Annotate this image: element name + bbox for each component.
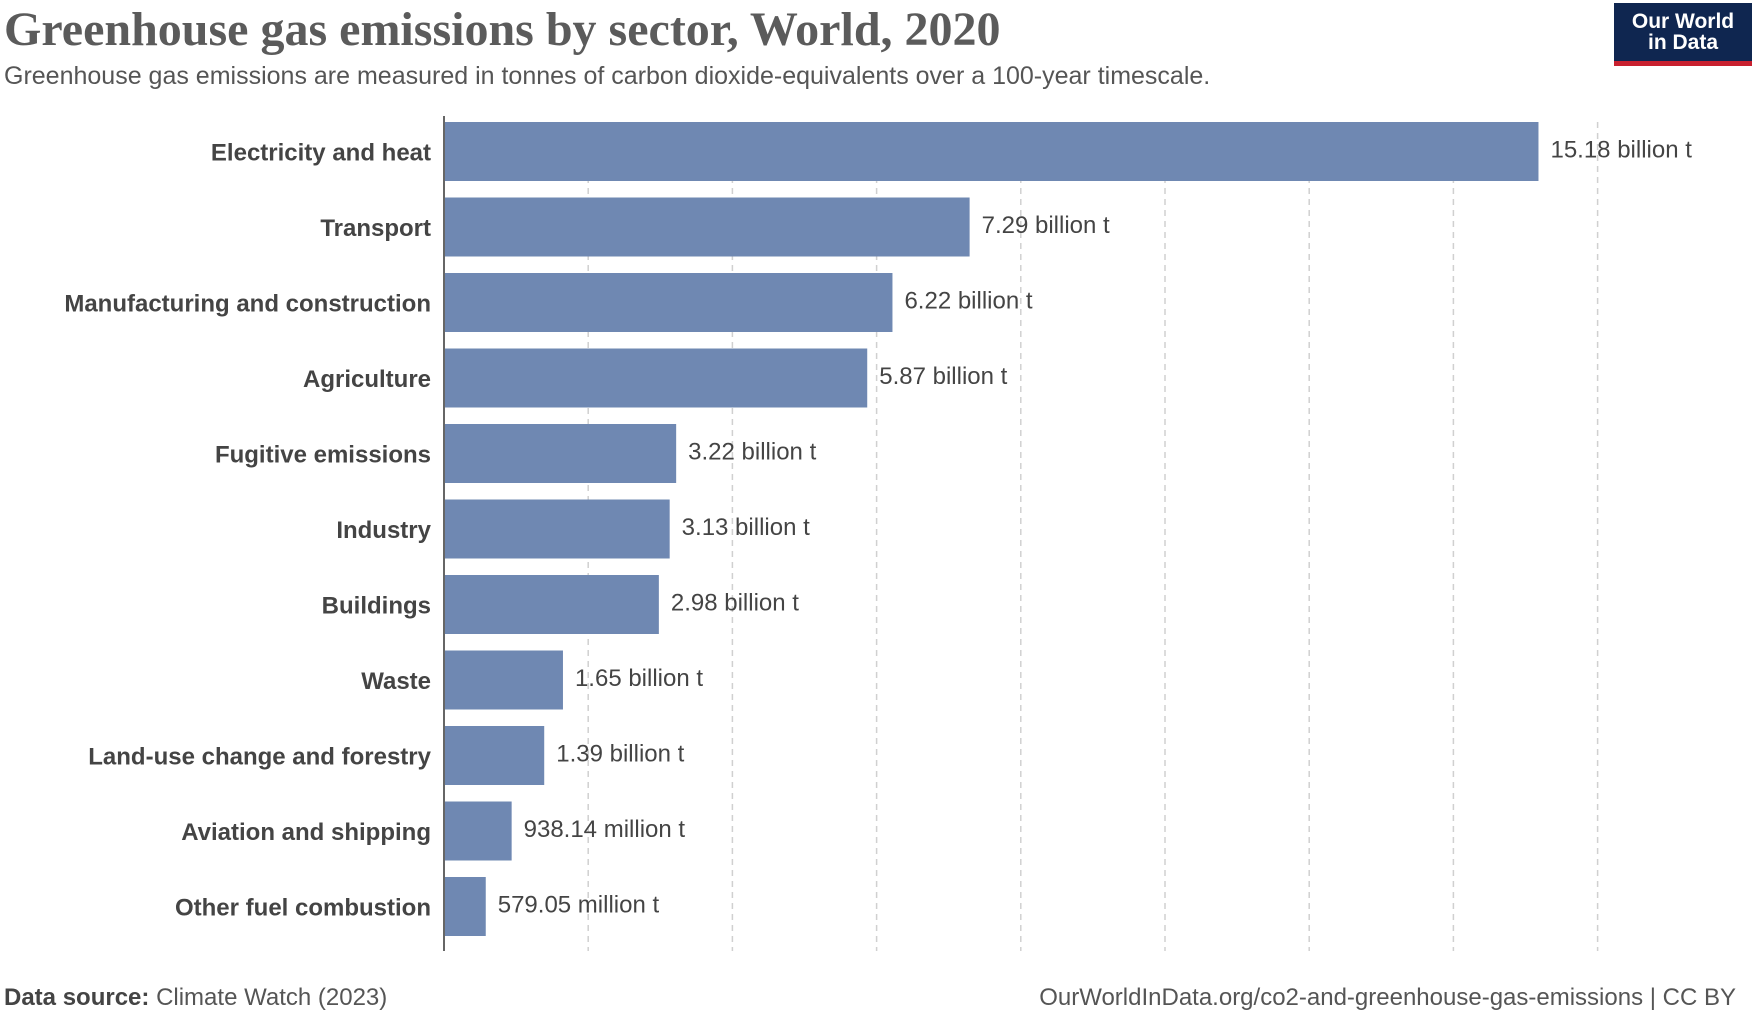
category-label: Buildings xyxy=(322,593,431,620)
value-label: 3.13 billion t xyxy=(682,514,810,541)
data-source-value: Climate Watch (2023) xyxy=(156,984,388,1011)
data-source-label: Data source: xyxy=(4,984,150,1011)
value-label: 1.65 billion t xyxy=(575,665,703,692)
category-label: Manufacturing and construction xyxy=(64,291,431,318)
value-label: 6.22 billion t xyxy=(904,288,1032,315)
bar[interactable] xyxy=(444,424,677,483)
bar[interactable] xyxy=(444,273,893,332)
bar[interactable] xyxy=(444,348,868,408)
bar[interactable] xyxy=(444,726,545,785)
source-url[interactable]: OurWorldInData.org/co2-and-greenhouse-ga… xyxy=(1039,984,1736,1011)
category-label: Agriculture xyxy=(303,366,431,393)
category-label: Electricity and heat xyxy=(211,140,431,167)
chart-subtitle: Greenhouse gas emissions are measured in… xyxy=(4,62,1211,90)
bar[interactable] xyxy=(444,122,1539,181)
bar[interactable] xyxy=(444,801,512,861)
data-source: Data source: Climate Watch (2023) xyxy=(4,984,387,1012)
category-label: Land-use change and forestry xyxy=(88,744,431,771)
category-label: Fugitive emissions xyxy=(215,442,431,469)
category-label: Waste xyxy=(361,668,431,695)
logo-line-1: Our World xyxy=(1631,10,1735,33)
owid-logo[interactable]: Our World in Data xyxy=(1614,3,1752,66)
category-label: Transport xyxy=(320,215,431,242)
value-label: 2.98 billion t xyxy=(671,590,799,617)
bar[interactable] xyxy=(444,575,659,634)
value-label: 579.05 million t xyxy=(498,892,660,919)
value-label: 15.18 billion t xyxy=(1550,137,1692,164)
category-label: Aviation and shipping xyxy=(181,819,431,846)
value-label: 938.14 million t xyxy=(524,816,686,843)
bar[interactable] xyxy=(444,499,670,559)
value-label: 1.39 billion t xyxy=(556,741,684,768)
bar[interactable] xyxy=(444,650,563,710)
value-label: 7.29 billion t xyxy=(982,212,1110,239)
logo-line-2: in Data xyxy=(1647,31,1718,54)
value-label: 3.22 billion t xyxy=(688,439,816,466)
bar[interactable] xyxy=(444,197,970,257)
bar[interactable] xyxy=(444,877,486,936)
value-label: 5.87 billion t xyxy=(879,363,1007,390)
category-label: Other fuel combustion xyxy=(175,895,431,922)
chart-title: Greenhouse gas emissions by sector, Worl… xyxy=(4,3,1001,56)
category-label: Industry xyxy=(336,517,431,544)
